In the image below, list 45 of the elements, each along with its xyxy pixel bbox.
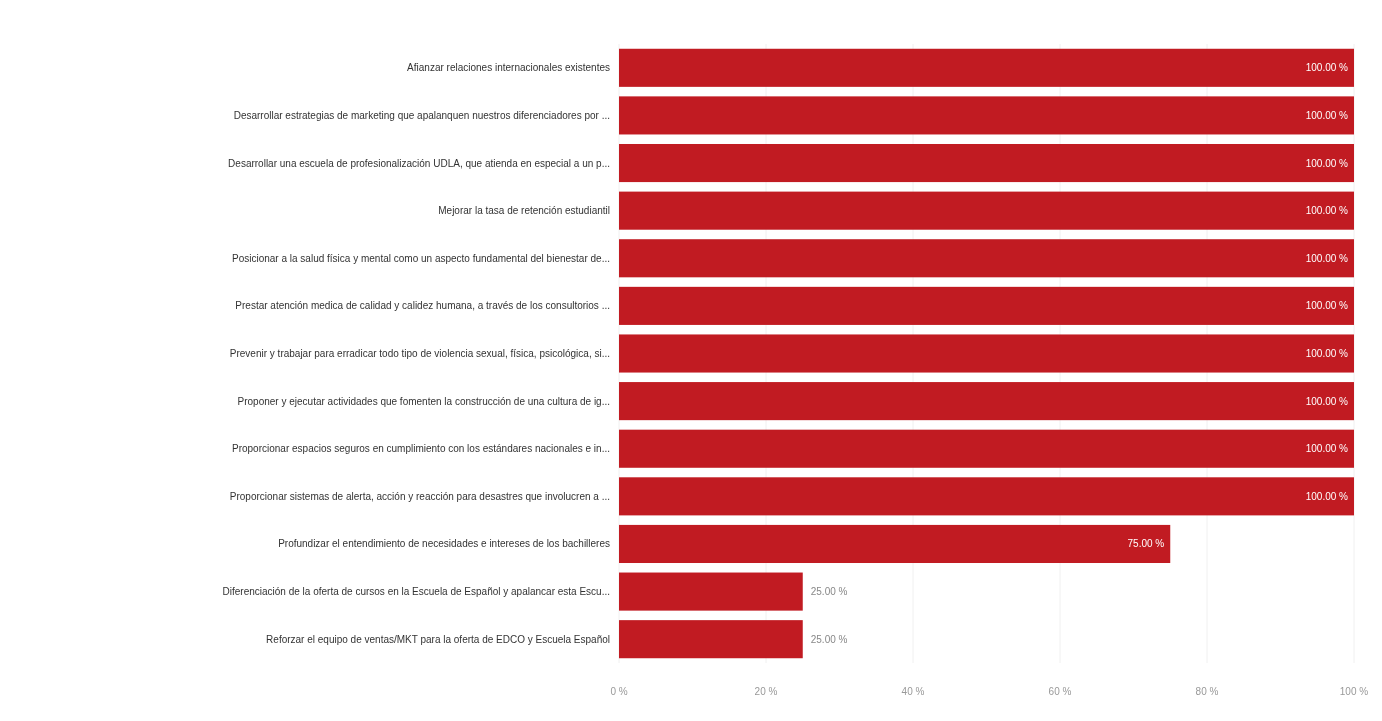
y-tick-label: Posicionar a la salud física y mental como un aspecto fundamental del bienestar de... — [232, 252, 610, 264]
bar — [619, 572, 803, 611]
y-tick-label: Proponer y ejecutar actividades que fomenten la construcción de una cultura de ig... — [237, 395, 610, 407]
data-label: 75.00 % — [1127, 538, 1165, 550]
data-label: 100.00 % — [1305, 157, 1349, 169]
data-label: 100.00 % — [1305, 109, 1349, 121]
data-label: 100.00 % — [1305, 205, 1349, 217]
data-label: 100.00 % — [1305, 443, 1349, 455]
x-tick-label: 40 % — [901, 686, 925, 697]
bar — [619, 96, 1354, 135]
y-tick-label: Desarrollar estrategias de marketing que apalanquen nuestros diferenciadores por ... — [233, 109, 610, 121]
x-tick-label: 20 % — [754, 686, 778, 697]
x-tick-label: 60 % — [1048, 686, 1072, 697]
data-label: 100.00 % — [1305, 252, 1349, 264]
bar — [619, 334, 1354, 373]
y-tick-label: Profundizar el entendimiento de necesidades e intereses de los bachilleres — [278, 538, 610, 550]
bar — [619, 620, 803, 659]
data-label: 100.00 % — [1305, 395, 1349, 407]
data-label: 100.00 % — [1305, 300, 1349, 312]
bar — [619, 239, 1354, 278]
y-tick-label: Prevenir y trabajar para erradicar todo tipo de violencia sexual, física, psicológica, si... — [229, 348, 610, 359]
bar — [619, 477, 1354, 516]
data-label: 25.00 % — [810, 586, 848, 598]
bar — [619, 382, 1354, 421]
y-tick-label: Proporcionar sistemas de alerta, acción y reacción para desastres que involucren a ... — [229, 490, 610, 502]
y-tick-label: Mejorar la tasa de retención estudiantil — [438, 205, 610, 217]
x-tick-label: 80 % — [1195, 686, 1219, 697]
x-tick-label: 0 % — [610, 686, 628, 697]
bar — [619, 191, 1354, 230]
y-tick-label: Diferenciación de la oferta de cursos en la Escuela de Español y apalancar esta Escu... — [222, 586, 610, 598]
x-tick-label: 100 % — [1339, 686, 1369, 697]
data-label: 100.00 % — [1305, 490, 1349, 502]
y-tick-label: Proporcionar espacios seguros en cumplimiento con los estándares nacionales e in... — [232, 443, 610, 455]
bar — [619, 286, 1354, 325]
y-tick-label: Reforzar el equipo de ventas/MKT para la oferta de EDCO y Escuela Español — [266, 633, 610, 645]
y-tick-label: Prestar atención medica de calidad y calidez humana, a través de los consultorios ... — [235, 300, 610, 312]
data-label: 100.00 % — [1305, 348, 1349, 359]
data-label: 100.00 % — [1305, 62, 1349, 74]
data-label: 25.00 % — [810, 633, 848, 645]
y-tick-label: Afianzar relaciones internacionales existentes — [407, 62, 610, 74]
bar — [619, 524, 1171, 564]
y-tick-label: Desarrollar una escuela de profesionalización UDLA, que atienda en especial a un p... — [228, 157, 610, 169]
bar — [619, 48, 1354, 87]
bar — [619, 429, 1354, 468]
bar — [619, 143, 1354, 183]
